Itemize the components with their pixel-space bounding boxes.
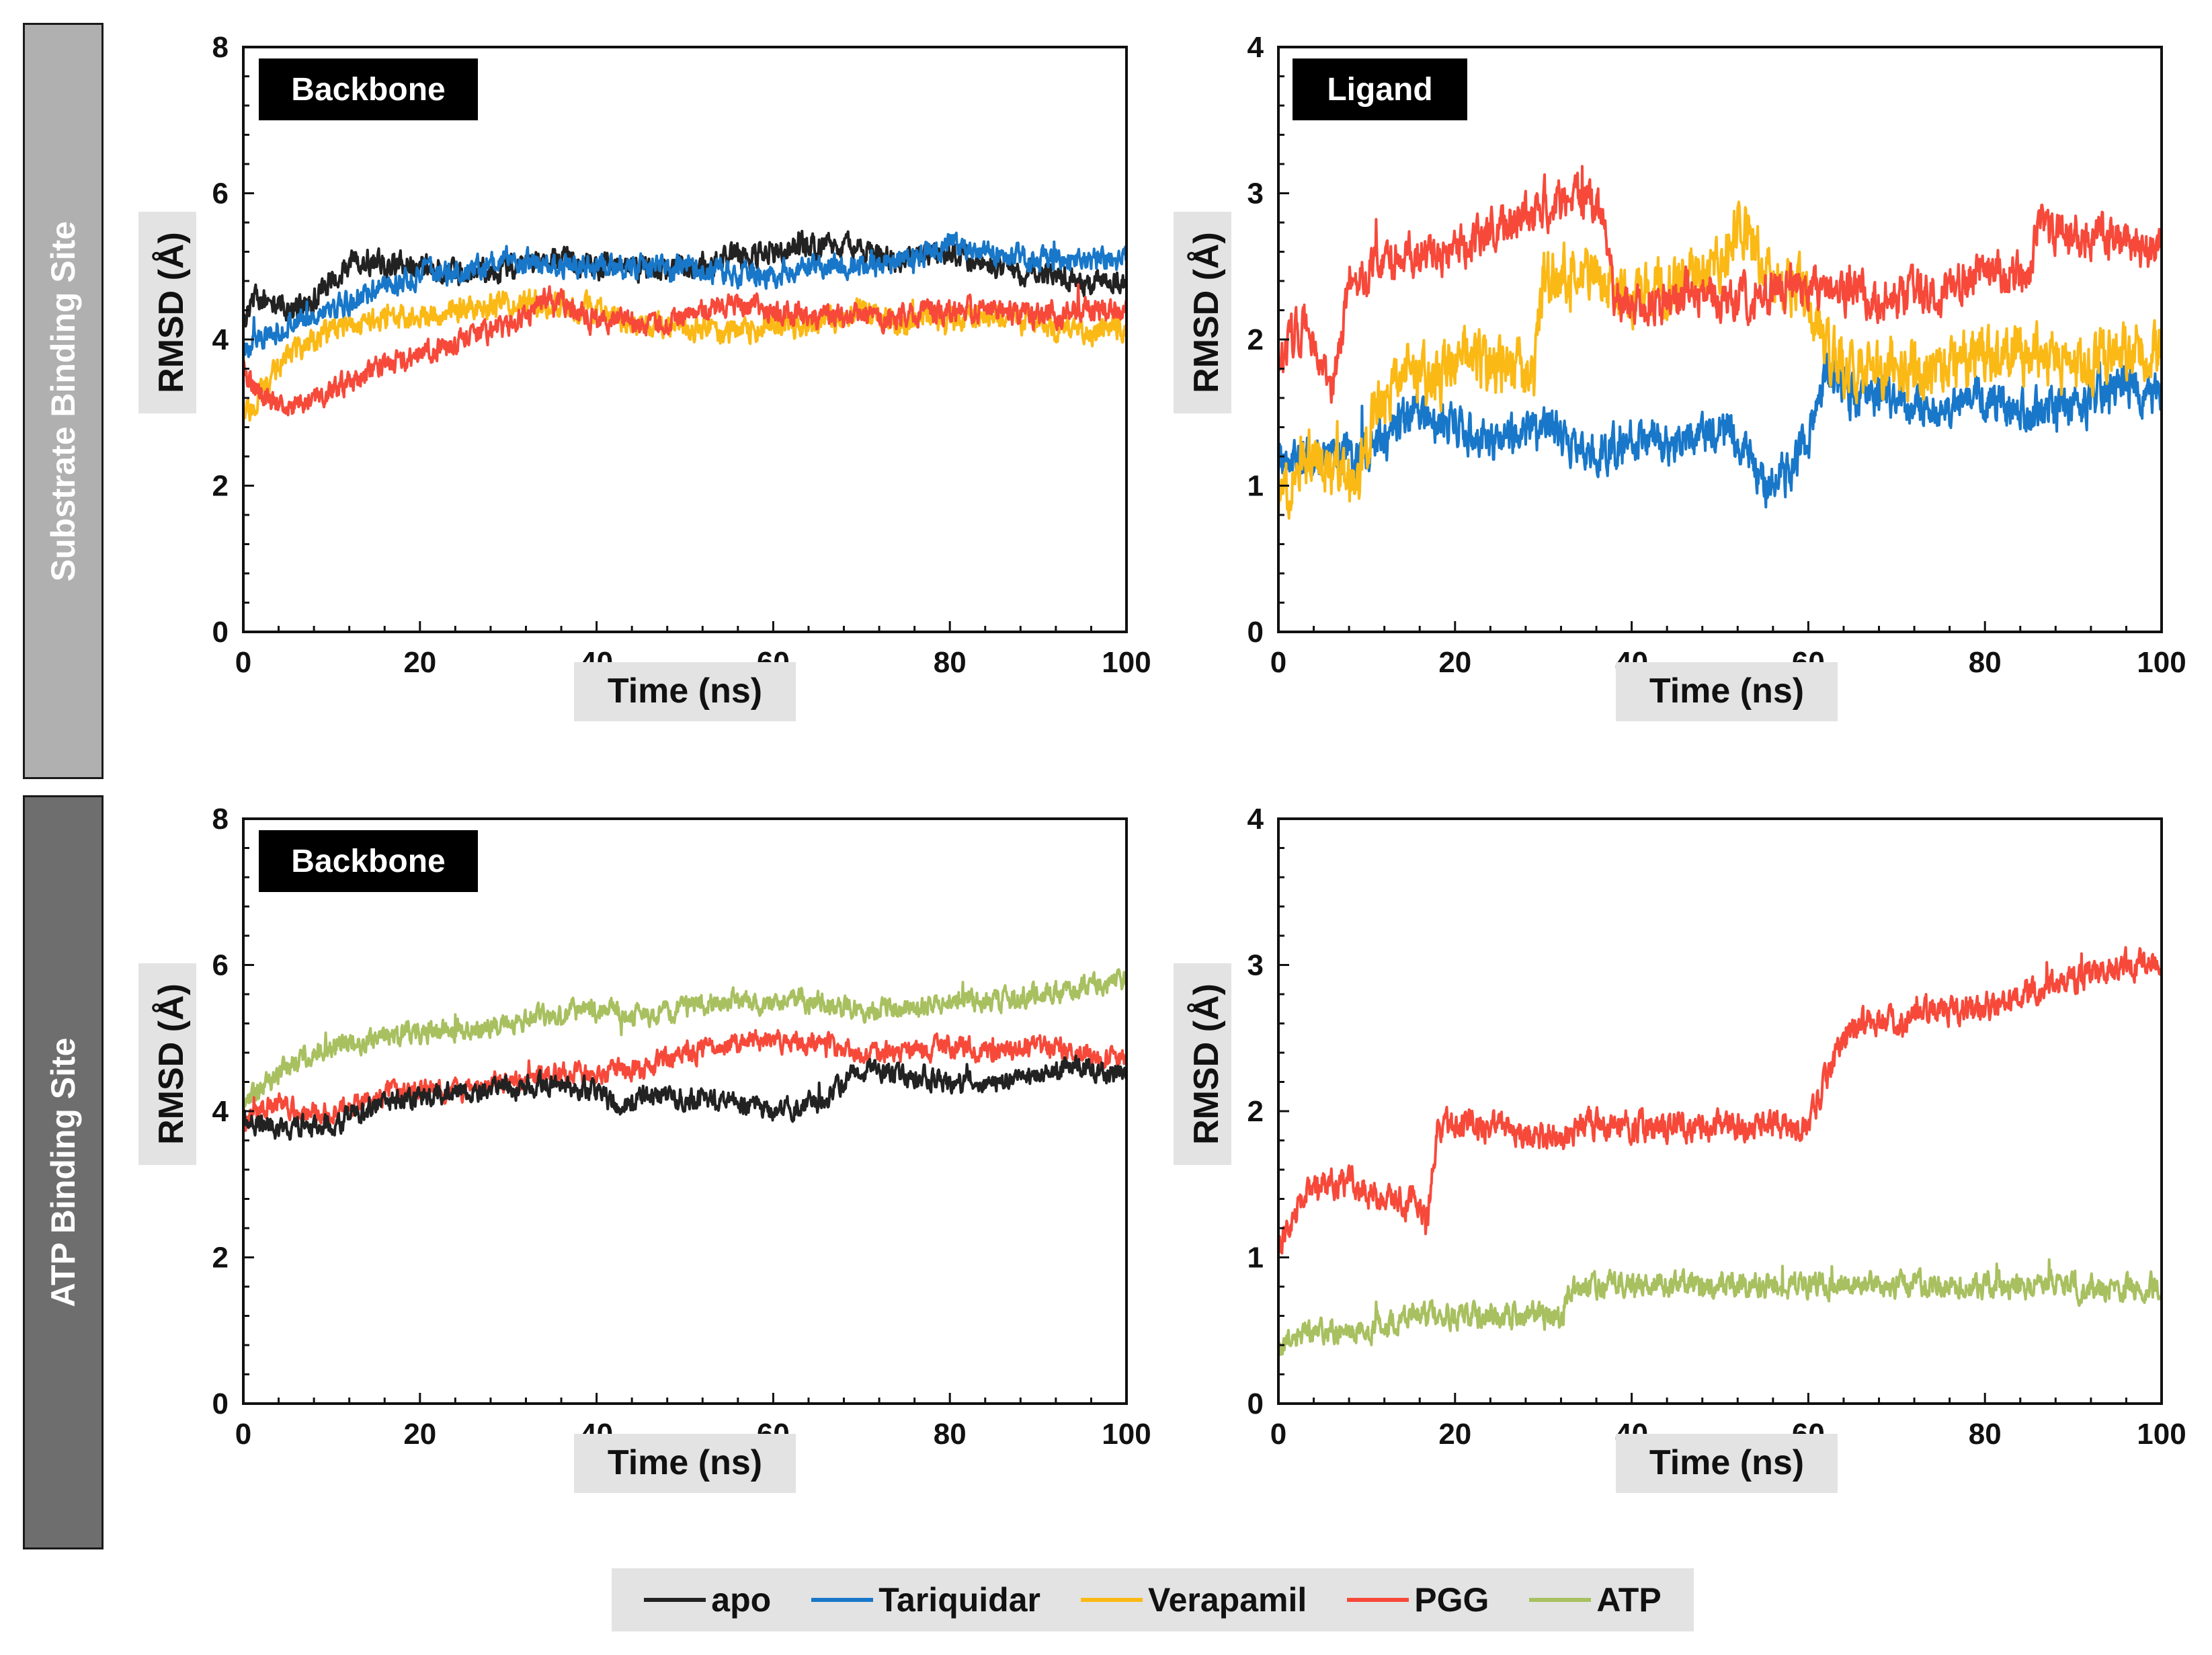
panel-tag-box [259,830,478,892]
x-tick-label: 100 [1102,646,1151,679]
y-tick-label: 0 [1247,616,1264,649]
y-tick-label: 2 [212,470,229,503]
legend-swatch-pgg [1347,1598,1409,1602]
y-axis-title-group: RMSD (Å) [138,963,196,1165]
y-tick-label: 6 [212,949,229,982]
legend-swatch-atp [1529,1598,1592,1602]
x-tick-label: 80 [1969,646,2002,679]
legend-item-pgg: PGG [1347,1580,1489,1619]
legend-label-atp: ATP [1596,1581,1662,1619]
y-tick-label: 4 [1247,31,1264,64]
y-tick-label: 3 [1247,949,1264,982]
y-tick-label: 2 [212,1242,229,1275]
y-axis-title-box [1174,212,1231,413]
x-tick-label: 0 [235,646,251,679]
y-axis-title: RMSD (Å) [152,232,191,393]
series-line-pgg [1278,165,2162,404]
x-axis-title: Time (ns) [1649,1443,1804,1482]
y-axis-title: RMSD (Å) [1187,983,1226,1145]
legend-swatch-verapamil [1080,1598,1143,1602]
y-tick-label: 2 [1247,1095,1264,1128]
panel-tag-label: Backbone [291,72,445,108]
y-tick-label: 1 [1247,470,1264,503]
y-tick-label: 4 [212,1095,229,1128]
panel-tag-label: Ligand [1327,72,1432,108]
series-line-atp [1278,1258,2162,1357]
series-line-pgg [243,283,1127,417]
x-tick-label: 80 [934,1418,967,1451]
x-tick-label: 0 [235,1418,251,1451]
y-tick-label: 4 [212,323,229,356]
y-tick-label: 8 [212,31,229,64]
panel-tag-box [259,58,478,120]
x-tick-label: 80 [934,646,967,679]
series-line-verapamil [1278,200,2162,521]
legend-swatch-tariquidar [811,1598,874,1602]
series-line-pgg [243,1028,1127,1133]
legend-item-tariquidar: Tariquidar [811,1580,1040,1619]
x-tick-label: 20 [403,1418,436,1451]
legend-item-atp: ATP [1529,1580,1662,1619]
legend-label-pgg: PGG [1414,1581,1489,1619]
row-label-atp: ATP Binding Site [23,795,104,1549]
chart-p1: 02468020406080100Time (ns)RMSD (Å)Backbo… [138,31,1151,721]
y-tick-label: 4 [1247,803,1264,836]
y-tick-label: 0 [1247,1387,1264,1420]
y-axis-title: RMSD (Å) [152,983,191,1145]
row-label-substrate: Substrate Binding Site [23,23,104,779]
y-axis-title-group: RMSD (Å) [1174,212,1231,413]
y-tick-label: 0 [212,616,229,649]
chart-p2: 01234020406080100Time (ns)RMSD (Å)Ligand [1174,31,2186,721]
x-axis-title-box [574,662,796,721]
legend-label-apo: apo [711,1581,772,1619]
chart-p3: 02468020406080100Time (ns)RMSD (Å)Backbo… [138,803,1151,1493]
y-tick-label: 0 [212,1387,229,1420]
y-axis-title: RMSD (Å) [1187,232,1226,393]
x-tick-label: 0 [1270,646,1286,679]
legend-item-verapamil: Verapamil [1080,1580,1307,1619]
y-axis-title-box [1174,963,1231,1165]
y-tick-label: 1 [1247,1242,1264,1275]
panel-tag-label: Backbone [291,844,445,879]
chart-p4: 01234020406080100Time (ns)RMSD (Å) [1174,803,2186,1493]
x-tick-label: 20 [1438,1418,1471,1451]
series-line-pgg [1278,946,2162,1255]
plot-frame [1277,46,2163,633]
x-axis-title-box [1616,662,1838,721]
y-axis-title-group: RMSD (Å) [138,212,196,413]
legend-label-tariquidar: Tariquidar [878,1581,1040,1619]
x-tick-label: 100 [1102,1418,1151,1451]
y-axis-title-group: RMSD (Å) [1174,963,1231,1165]
y-axis-title-box [138,963,196,1165]
x-tick-label: 100 [2137,646,2186,679]
x-tick-label: 100 [2137,1418,2186,1451]
series-line-atp [243,968,1127,1110]
x-axis-title-box [574,1434,796,1493]
series-line-tariquidar [1278,352,2162,509]
plot-frame [242,46,1128,633]
y-tick-label: 8 [212,803,229,836]
x-tick-label: 20 [1438,646,1471,679]
legend-label-verapamil: Verapamil [1147,1581,1307,1619]
legend: apo Tariquidar Verapamil PGG ATP [612,1568,1694,1631]
legend-item-apo: apo [644,1580,771,1619]
x-tick-label: 20 [403,646,436,679]
series-line-apo [243,1054,1127,1141]
x-axis-title-box [1616,1434,1838,1493]
x-axis-title: Time (ns) [608,672,762,711]
y-tick-label: 2 [1247,323,1264,356]
y-tick-label: 6 [212,177,229,210]
series-line-tariquidar [243,231,1127,358]
x-tick-label: 0 [1270,1418,1286,1451]
y-axis-title-box [138,212,196,413]
x-tick-label: 80 [1969,1418,2002,1451]
x-axis-title: Time (ns) [1649,672,1804,711]
y-tick-label: 3 [1247,177,1264,210]
legend-swatch-apo [644,1598,706,1602]
x-axis-title: Time (ns) [608,1443,762,1482]
panel-tag-box [1293,58,1467,120]
